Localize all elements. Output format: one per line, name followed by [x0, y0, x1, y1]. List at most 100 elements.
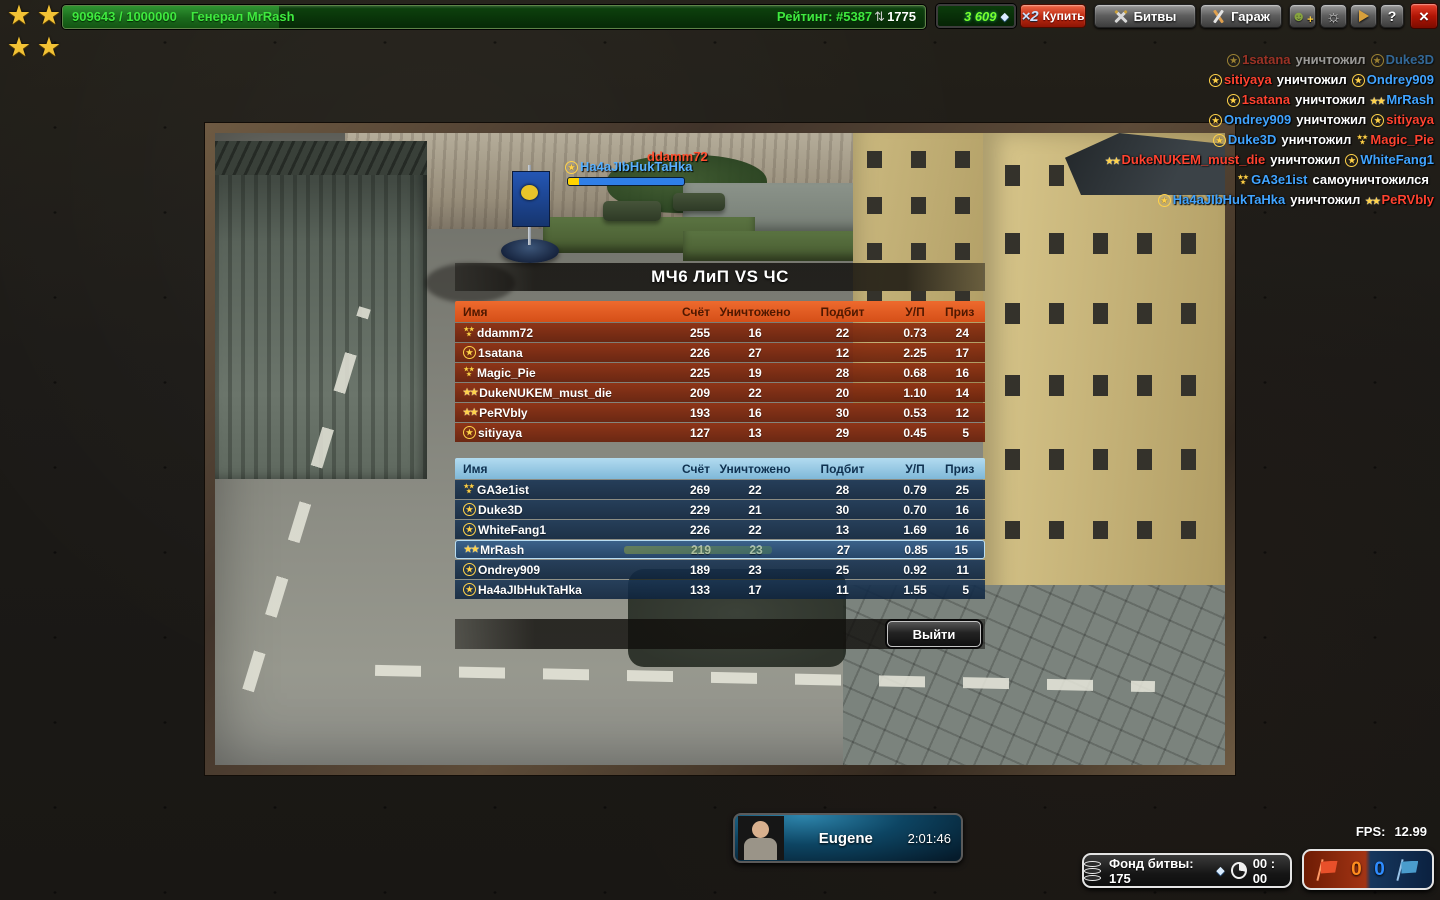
rating-arrows-icon: ⇅	[874, 9, 886, 24]
rank-icon: ★	[463, 426, 476, 439]
blue-flag-icon	[1396, 858, 1419, 881]
rank-star-icon: ★	[6, 32, 32, 62]
kd: 1.55	[903, 582, 927, 597]
rank-icon: ★★★	[1237, 174, 1249, 186]
rating: Рейтинг: #5387 ⇅ 1775	[777, 6, 916, 28]
col-deaths: Подбит	[820, 461, 865, 476]
fps-label: FPS:	[1355, 824, 1386, 839]
killer-name: Ha4aJIbHukTaHka	[1172, 192, 1286, 207]
player-name: Duke3D	[478, 502, 523, 517]
player-video-card: Eugene 2:01:46	[733, 813, 963, 863]
kill-feed-entry: ★ 1satana уничтожил ★ Duke3D	[1105, 50, 1434, 70]
fps-value: 12.99	[1394, 824, 1427, 839]
coins-icon	[1084, 860, 1101, 881]
table-row: ★★★ GA3e1ist 269 22 28 0.79 25	[455, 480, 985, 499]
crystal-balance[interactable]: 3 609 ◆	[936, 4, 1016, 28]
kills: 21	[748, 502, 762, 517]
table-row-current-player: ★★MrRash 219 23 27 0.85 15	[455, 540, 985, 559]
kd: 0.73	[903, 325, 927, 340]
killer-name: Duke3D	[1227, 132, 1277, 147]
kill-action: уничтожил	[1281, 132, 1352, 147]
kills: 22	[748, 522, 762, 537]
kd: 2.25	[903, 345, 927, 360]
player-name: GA3e1ist	[477, 482, 530, 497]
tools-icon	[1212, 9, 1225, 24]
rank-icon: ★	[1226, 94, 1240, 108]
close-button[interactable]: ×	[1410, 3, 1438, 29]
red-flag-icon	[1315, 858, 1339, 881]
deaths: 27	[836, 542, 851, 557]
rank-star-icon: ★	[6, 0, 32, 30]
prize: 16	[955, 365, 969, 380]
person-icon: ☻	[1291, 8, 1307, 24]
kill-action: самоуничтожился	[1312, 172, 1429, 187]
score: 226	[689, 345, 710, 360]
score: 255	[689, 325, 710, 340]
prize: 5	[962, 425, 969, 440]
player-name: DukeNUKEM_must_die	[479, 385, 612, 400]
col-score: Счёт	[681, 304, 710, 319]
stream-time: 2:01:46	[907, 830, 951, 846]
table-row: ★ Ondrey909 189 23 25 0.92 11	[455, 560, 985, 579]
victim-name: PeRVbIy	[1381, 192, 1434, 207]
blue-team-header: Имя Счёт Уничтожено Подбит У/П Приз	[455, 458, 985, 479]
xp-progress-bar: 909643 / 1000000 Генерал MrRash Рейтинг: …	[62, 5, 926, 29]
fps-counter: FPS: 12.99	[1356, 824, 1427, 839]
buy-button[interactable]: ×2 Купить	[1020, 4, 1086, 28]
close-icon: ×	[1419, 6, 1429, 26]
panel-footer: Выйти	[455, 619, 985, 649]
rank-icon: ★	[1212, 134, 1226, 148]
col-name: Имя	[463, 304, 488, 319]
exit-button[interactable]: Выйти	[887, 621, 981, 647]
rank-icon: ★	[1209, 114, 1223, 128]
kill-action: уничтожил	[1296, 112, 1367, 127]
sound-button[interactable]	[1350, 4, 1377, 28]
player-name: Eugene	[818, 829, 873, 847]
prize: 15	[954, 542, 968, 557]
victim-name: WhiteFang1	[1360, 152, 1434, 167]
fund-timer: 00 : 00	[1252, 855, 1276, 886]
deaths: 29	[835, 425, 850, 440]
rank-icon: ★	[1370, 54, 1384, 68]
score: 225	[689, 365, 710, 380]
deaths: 30	[835, 502, 850, 517]
kd: 0.68	[903, 365, 927, 380]
kills: 19	[748, 365, 762, 380]
player-name: PeRVbIy	[479, 405, 528, 420]
tank-nameplate-blue: ★ Ha4aJIbHukTaHka	[565, 159, 692, 175]
rank-icon: ★	[463, 346, 476, 359]
deaths: 11	[836, 582, 849, 597]
help-button[interactable]: ?	[1380, 4, 1404, 28]
score: 226	[689, 522, 710, 537]
kd: 0.92	[903, 562, 927, 577]
rank-icon: ★★	[463, 407, 478, 417]
table-row: ★ Duke3D 229 21 30 0.70 16	[455, 500, 985, 519]
add-friend-button[interactable]: ☻ +	[1289, 4, 1316, 28]
battles-label: Битвы	[1133, 8, 1177, 24]
table-row: ★★ PeRVbIy 193 16 30 0.53 12	[455, 403, 985, 422]
battles-button[interactable]: Битвы	[1094, 4, 1196, 28]
kd: 1.69	[903, 522, 927, 537]
rank-icon: ★	[1371, 114, 1385, 128]
score: 269	[689, 482, 710, 497]
battle-scene: ★ Ha4aJIbHukTaHka ddamm72	[215, 133, 1225, 765]
crystal-icon: ◆	[1000, 10, 1009, 23]
settings-button[interactable]: ☼	[1320, 4, 1347, 28]
col-kd: У/П	[905, 461, 925, 476]
table-row: ★★ DukeNUKEM_must_die 209 22 20 1.10 14	[455, 383, 985, 402]
kills: 22	[748, 385, 762, 400]
score: 133	[689, 582, 710, 597]
kill-action: уничтожил	[1290, 192, 1361, 207]
col-name: Имя	[463, 461, 488, 476]
kills: 23	[748, 562, 762, 577]
rank-icon: ★	[1209, 74, 1223, 88]
xp-progress-fill	[63, 6, 279, 28]
industrial-building	[215, 141, 427, 479]
garage-button[interactable]: Гараж	[1200, 4, 1282, 28]
player-name: Ha4aJIbHukTaHka	[478, 582, 582, 597]
player-name: Magic_Pie	[477, 365, 536, 380]
table-row: ★ 1satana 226 27 12 2.25 17	[455, 343, 985, 362]
rank-icon: ★★★	[463, 366, 475, 378]
rank-icon: ★	[463, 503, 476, 516]
rank-icon: ★★★	[463, 483, 475, 495]
